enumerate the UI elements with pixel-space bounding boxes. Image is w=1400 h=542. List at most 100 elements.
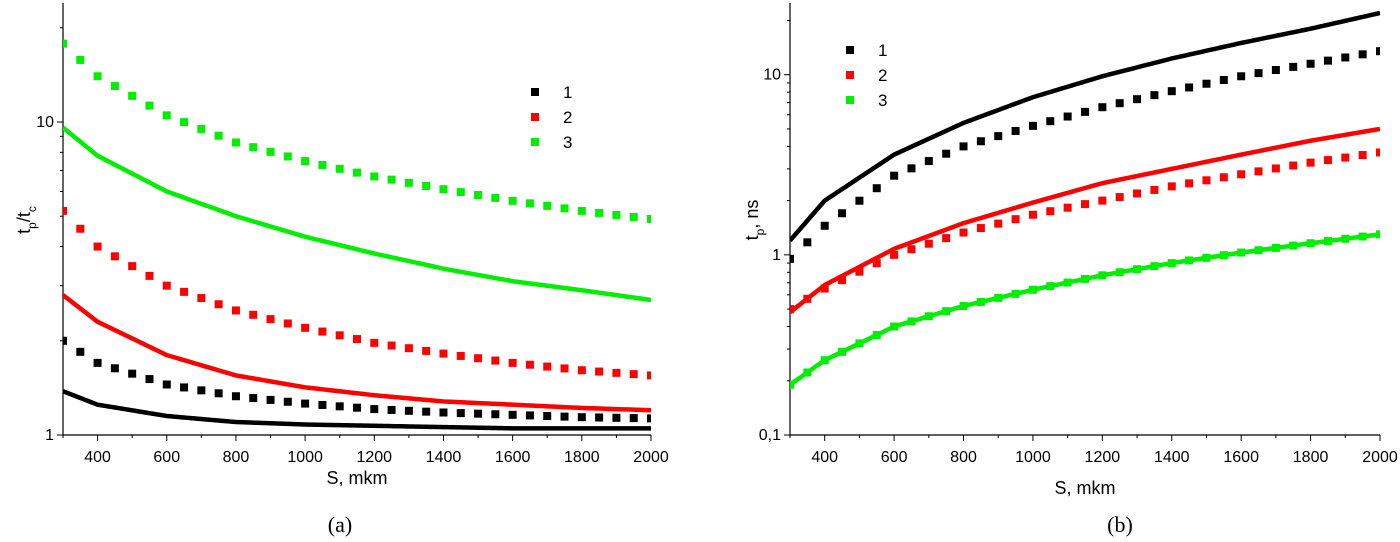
data-point-1	[1063, 112, 1072, 121]
data-point-2	[1237, 170, 1246, 179]
data-point-2	[1306, 158, 1315, 167]
data-point-3	[266, 147, 275, 156]
data-point-3	[543, 201, 552, 210]
data-point-2	[1358, 151, 1367, 160]
data-point-3	[93, 72, 102, 81]
data-point-1	[1098, 103, 1107, 112]
legend-label-1: 1	[563, 83, 572, 102]
data-point-3	[370, 172, 379, 181]
data-point-3	[838, 347, 847, 356]
data-point-2	[162, 281, 171, 290]
data-point-2	[803, 294, 812, 303]
y-axis-title: tp/tc	[14, 206, 39, 234]
data-point-2	[924, 239, 933, 248]
data-point-3	[907, 317, 916, 326]
data-point-1	[1306, 59, 1315, 68]
data-point-3	[283, 152, 292, 161]
data-point-2	[907, 245, 916, 254]
y-axis-title-sub: p	[25, 222, 39, 229]
data-point-1	[595, 413, 604, 422]
data-point-2	[508, 358, 517, 367]
data-point-3	[162, 111, 171, 120]
x-tick-label: 1000	[287, 449, 323, 466]
data-point-2	[474, 354, 483, 363]
data-point-3	[1028, 285, 1037, 294]
data-point-1	[838, 209, 847, 218]
data-point-2	[128, 262, 137, 271]
data-point-2	[1011, 215, 1020, 224]
legend-marker-2	[846, 71, 854, 79]
data-point-3	[1167, 259, 1176, 268]
legend-label-2: 2	[878, 66, 887, 85]
legend-marker-2	[531, 113, 539, 121]
data-point-1	[1028, 121, 1037, 130]
data-point-3	[404, 178, 413, 187]
data-point-1	[1167, 87, 1176, 96]
data-point-1	[93, 358, 102, 367]
data-point-1	[231, 392, 240, 401]
data-point-1	[959, 142, 968, 151]
data-point-3	[491, 193, 500, 202]
data-point-3	[1289, 241, 1298, 250]
data-point-2	[1081, 200, 1089, 209]
data-point-2	[1341, 153, 1350, 162]
data-point-2	[525, 360, 534, 369]
data-point-1	[439, 408, 448, 417]
data-point-1	[1150, 91, 1159, 100]
data-point-3	[231, 138, 240, 147]
x-tick-label: 400	[84, 449, 111, 466]
data-point-3	[820, 356, 829, 365]
data-point-1	[942, 149, 951, 158]
data-point-3	[942, 307, 951, 316]
data-point-2	[1202, 176, 1211, 185]
data-point-1	[370, 405, 379, 414]
data-point-2	[63, 206, 67, 215]
data-point-3	[439, 185, 448, 194]
data-point-3	[1185, 256, 1194, 265]
data-point-2	[1063, 203, 1072, 212]
y-axis-title: tp, ns	[742, 200, 767, 241]
plot-area	[790, 10, 1380, 389]
series-line-2	[63, 293, 651, 413]
data-point-2	[595, 367, 604, 376]
data-point-2	[790, 305, 794, 314]
y-axis-title-main: t	[14, 229, 34, 234]
data-point-1	[1046, 117, 1055, 126]
data-point-3	[1081, 274, 1089, 283]
data-point-2	[266, 315, 275, 324]
panel-label: (a)	[328, 512, 352, 537]
data-point-3	[1358, 232, 1367, 241]
data-point-1	[266, 395, 275, 404]
data-point-2	[1133, 189, 1142, 198]
data-point-1	[474, 409, 483, 418]
data-point-1	[1185, 83, 1194, 92]
x-tick-label: 1600	[495, 449, 531, 466]
y-tick-label: 1	[45, 427, 54, 444]
x-tick-label: 1200	[1085, 449, 1121, 466]
data-point-1	[1358, 50, 1367, 59]
data-point-3	[560, 204, 569, 213]
data-point-1	[162, 380, 171, 389]
x-tick-label: 1800	[564, 449, 600, 466]
data-point-2	[231, 306, 240, 315]
y-axis-title-mid: , ns	[742, 200, 762, 229]
data-point-1	[820, 221, 829, 230]
data-point-1	[560, 412, 569, 421]
data-point-3	[855, 339, 864, 348]
data-point-2	[180, 287, 189, 296]
data-point-1	[63, 336, 67, 345]
data-point-3	[1063, 278, 1072, 287]
data-point-3	[128, 91, 137, 100]
data-point-3	[1323, 237, 1332, 246]
data-point-3	[629, 212, 638, 221]
data-point-2	[1028, 210, 1037, 219]
data-point-2	[439, 349, 448, 358]
series-line-1	[790, 10, 1380, 243]
data-point-2	[1185, 179, 1194, 188]
data-point-3	[1202, 253, 1211, 262]
data-point-3	[959, 302, 968, 311]
data-point-2	[387, 341, 396, 350]
data-point-3	[422, 182, 431, 191]
data-point-3	[249, 143, 258, 152]
